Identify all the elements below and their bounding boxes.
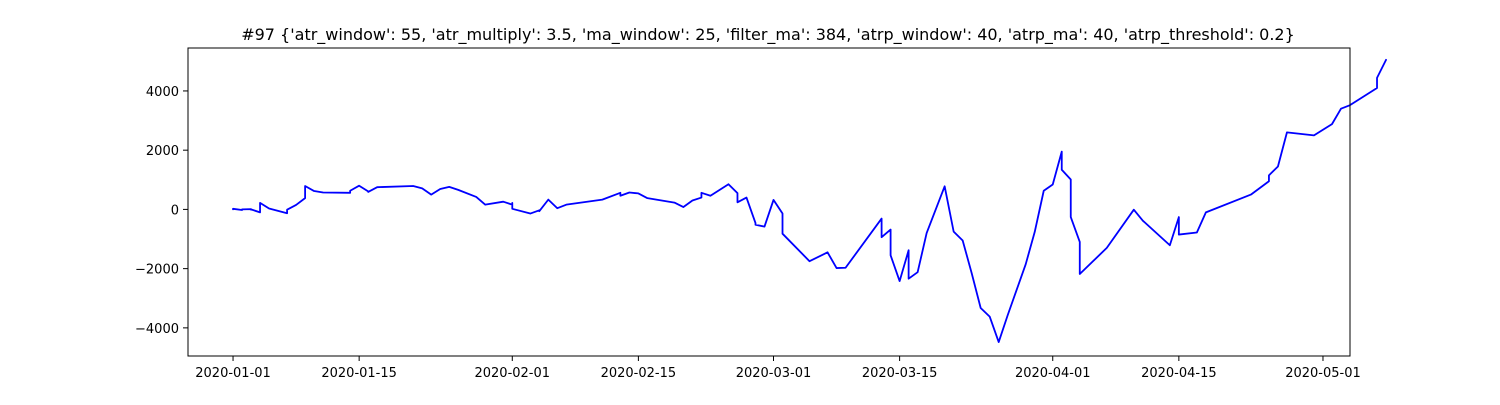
plot-frame <box>187 47 1351 357</box>
x-tick-label: 2020-02-15 <box>601 366 677 381</box>
y-tick-label: 0 <box>171 203 179 218</box>
x-tick-label: 2020-02-01 <box>474 366 550 381</box>
x-tick-label: 2020-01-01 <box>195 366 271 381</box>
x-tick-label: 2020-05-01 <box>1285 366 1361 381</box>
y-tick-label: −2000 <box>135 263 179 278</box>
x-tick-label: 2020-03-15 <box>862 366 938 381</box>
chart-title: #97 {'atr_window': 55, 'atr_multiply': 3… <box>241 25 1295 45</box>
series-line-0 <box>232 58 1387 343</box>
x-tick-label: 2020-01-15 <box>321 366 397 381</box>
y-tick-label: 2000 <box>146 144 179 159</box>
x-tick-label: 2020-03-01 <box>736 366 812 381</box>
x-tick-label: 2020-04-15 <box>1141 366 1217 381</box>
plot-area: 2020-01-01 2020-01-15 2020-02-01 2020-02-15… <box>135 47 1387 381</box>
x-tick-label: 2020-04-01 <box>1015 366 1091 381</box>
y-tick-label: 4000 <box>146 85 179 100</box>
y-tick-label: −4000 <box>135 322 179 337</box>
